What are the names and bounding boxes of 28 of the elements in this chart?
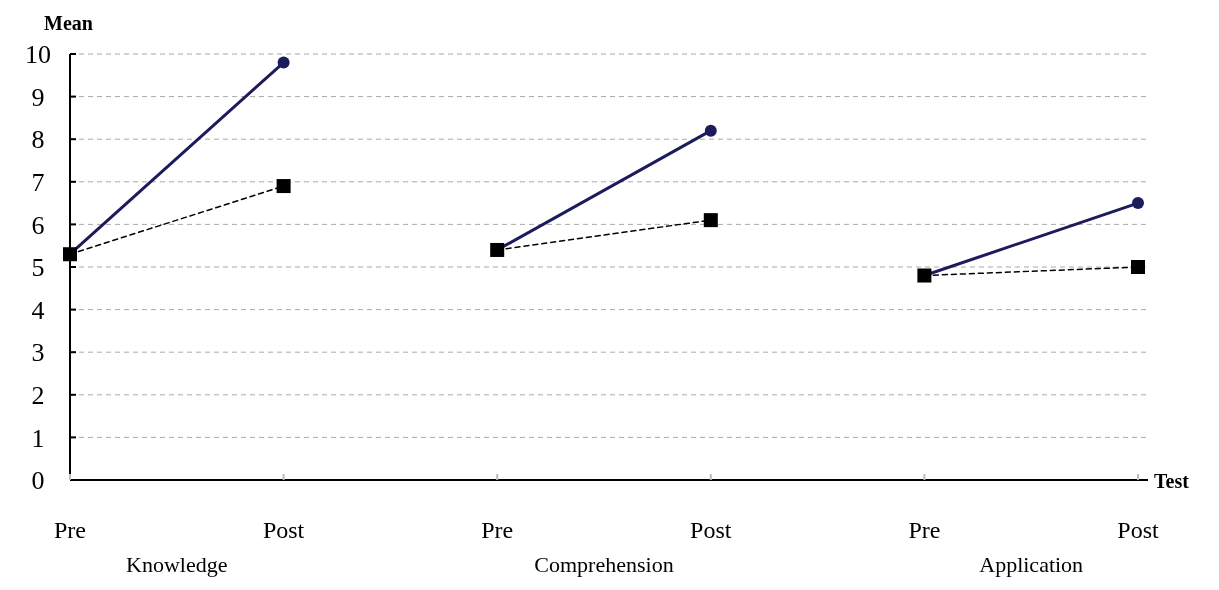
y-tick-label: 7	[31, 167, 45, 197]
x-tick-label: Post	[262, 517, 305, 543]
y-tick-label: 9	[31, 82, 45, 112]
y-axis-title: Mean	[44, 12, 93, 34]
y-tick-label: 10	[25, 40, 51, 70]
point	[1131, 260, 1145, 274]
x-tick-label: Pre	[908, 517, 941, 543]
x-tick-label: Post	[1117, 517, 1160, 543]
y-tick-label: 2	[31, 380, 45, 410]
x-tick-label: Pre	[54, 517, 86, 543]
text: Comprehension	[534, 552, 674, 577]
point	[277, 56, 290, 69]
point	[1132, 197, 1144, 210]
point	[276, 179, 291, 194]
y-tick-label: 0	[31, 466, 45, 496]
text: Knowledge	[126, 552, 228, 577]
text: Application	[979, 552, 1084, 577]
y-tick-label: 5	[31, 253, 45, 283]
point	[704, 124, 717, 137]
y-tick-label: 3	[31, 338, 45, 368]
point	[703, 213, 718, 228]
y-tick-label: 1	[31, 423, 45, 453]
y-tick-label: 4	[31, 295, 45, 325]
y-tick-label: 8	[31, 125, 45, 155]
x-axis-title: Test	[1154, 470, 1190, 492]
x-tick-label: Pre	[481, 517, 514, 543]
y-tick-label: 6	[31, 210, 45, 240]
x-tick-label: Post	[690, 517, 732, 543]
